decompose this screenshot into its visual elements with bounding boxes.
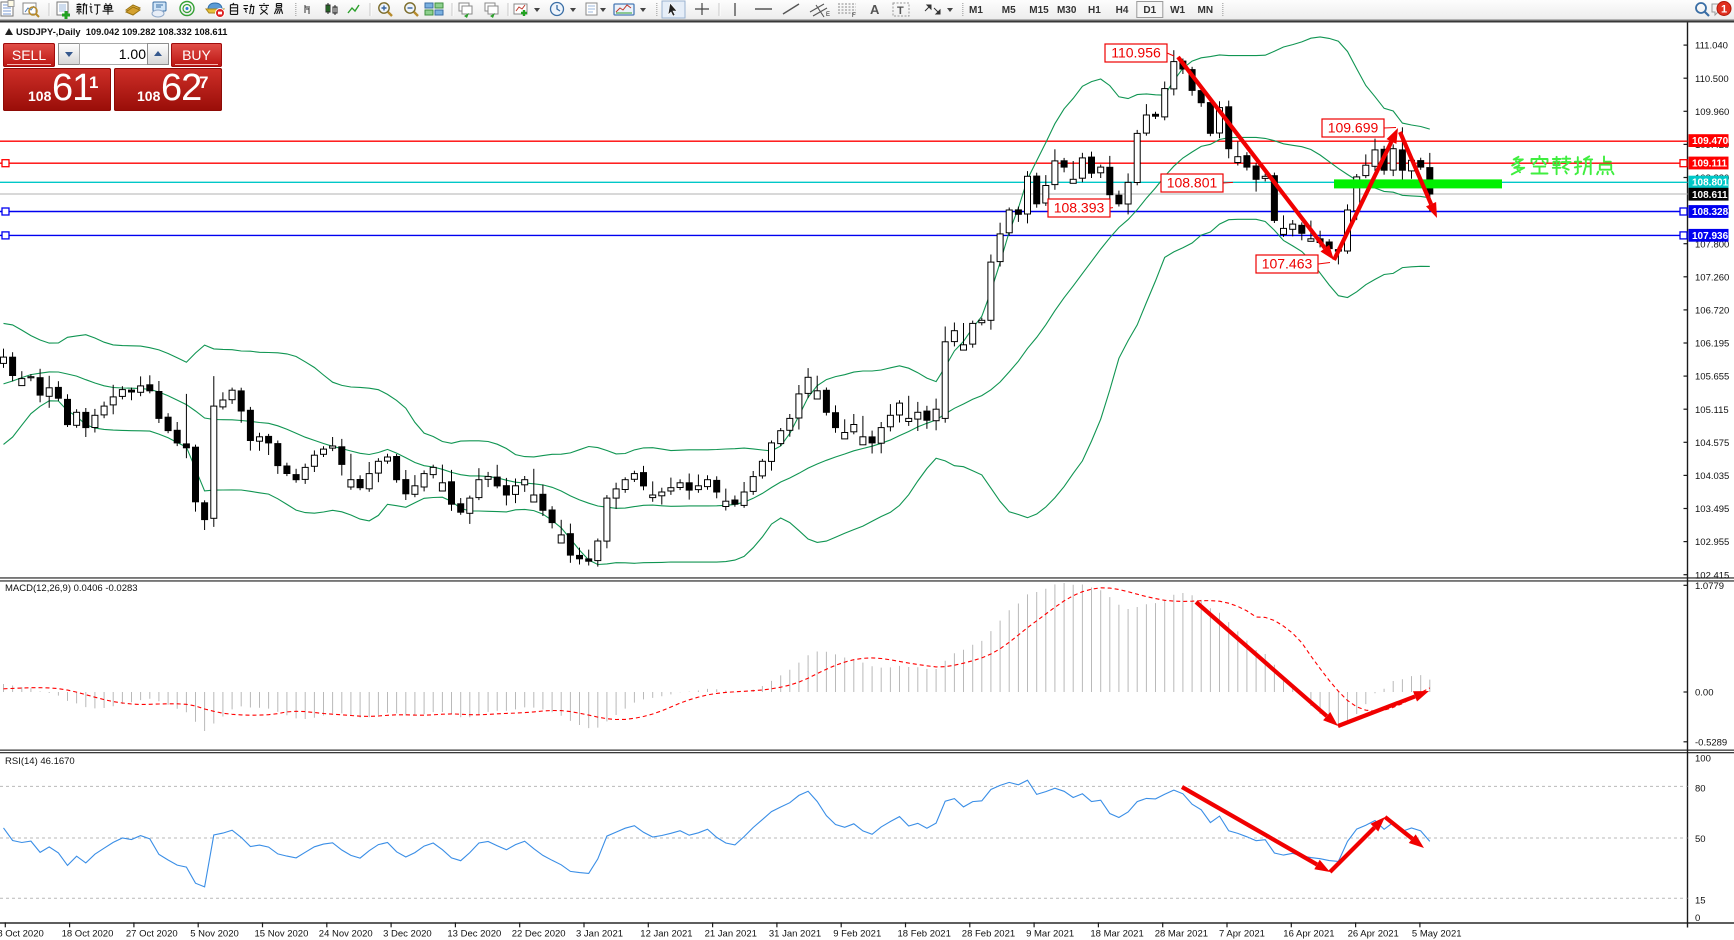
svg-text:28 Mar 2021: 28 Mar 2021 [1155,929,1208,940]
svg-text:22 Dec 2020: 22 Dec 2020 [512,929,566,940]
svg-text:3 Jan 2021: 3 Jan 2021 [576,929,623,940]
svg-text:3 Dec 2020: 3 Dec 2020 [383,929,432,940]
svg-text:100: 100 [1695,754,1711,765]
svg-text:80: 80 [1695,783,1706,794]
svg-text:15: 15 [1695,895,1706,906]
svg-text:109.699: 109.699 [1328,120,1379,136]
svg-text:104.035: 104.035 [1695,471,1729,482]
svg-text:109.960: 109.960 [1695,107,1729,118]
svg-text:5 Nov 2020: 5 Nov 2020 [190,929,239,940]
svg-text:1.0779: 1.0779 [1695,581,1724,592]
svg-text:18 Feb 2021: 18 Feb 2021 [898,929,951,940]
svg-text:107.463: 107.463 [1262,256,1313,272]
svg-text:-0.5289: -0.5289 [1695,737,1727,748]
svg-text:M30: M30 [1057,5,1077,16]
svg-text:13 Dec 2020: 13 Dec 2020 [447,929,501,940]
svg-text:12 Jan 2021: 12 Jan 2021 [640,929,692,940]
svg-text:27 Oct 2020: 27 Oct 2020 [126,929,178,940]
svg-text:31 Jan 2021: 31 Jan 2021 [769,929,821,940]
svg-text:MACD(12,26,9) 0.0406 -0.0283: MACD(12,26,9) 0.0406 -0.0283 [5,583,138,594]
svg-text:MN: MN [1198,5,1214,16]
svg-text:106.720: 106.720 [1695,306,1729,317]
svg-text:5 May 2021: 5 May 2021 [1412,929,1462,940]
svg-text:9 Feb 2021: 9 Feb 2021 [833,929,881,940]
svg-text:M15: M15 [1029,5,1049,16]
svg-text:105.655: 105.655 [1695,372,1729,383]
svg-text:1: 1 [1721,4,1727,16]
svg-text:107.800: 107.800 [1695,239,1729,250]
svg-text:107.260: 107.260 [1695,272,1729,283]
svg-text:D1: D1 [1143,5,1156,16]
svg-text:108.393: 108.393 [1054,200,1105,216]
svg-text:M5: M5 [1002,5,1016,16]
svg-text:0: 0 [1695,913,1700,924]
svg-text:103.495: 103.495 [1695,504,1729,515]
svg-text:A: A [870,2,880,17]
svg-text:105.115: 105.115 [1695,405,1729,416]
svg-text:109.470: 109.470 [1692,136,1729,147]
svg-text:110.500: 110.500 [1695,74,1729,85]
svg-text:9 Mar 2021: 9 Mar 2021 [1026,929,1074,940]
svg-text:110.956: 110.956 [1111,45,1161,61]
svg-text:E: E [826,12,830,18]
svg-text:26 Apr 2021: 26 Apr 2021 [1348,929,1399,940]
svg-text:106.195: 106.195 [1695,339,1729,350]
svg-text:108.801: 108.801 [1692,178,1729,189]
svg-text:W1: W1 [1170,5,1185,16]
svg-text:18 Mar 2021: 18 Mar 2021 [1090,929,1143,940]
svg-text:H4: H4 [1116,5,1129,16]
svg-text:M1: M1 [969,5,983,16]
svg-text:24 Nov 2020: 24 Nov 2020 [319,929,373,940]
svg-text:F: F [852,13,856,19]
svg-text:111.040: 111.040 [1695,41,1728,52]
svg-text:28 Feb 2021: 28 Feb 2021 [962,929,1015,940]
svg-text:0.00: 0.00 [1695,688,1714,699]
svg-text:15 Nov 2020: 15 Nov 2020 [255,929,309,940]
svg-text:RSI(14) 46.1670: RSI(14) 46.1670 [5,756,75,767]
svg-text:T: T [897,5,904,17]
svg-text:21 Jan 2021: 21 Jan 2021 [705,929,757,940]
svg-text:7 Apr 2021: 7 Apr 2021 [1219,929,1265,940]
svg-text:107.936: 107.936 [1692,231,1729,242]
svg-text:18 Oct 2020: 18 Oct 2020 [62,929,114,940]
svg-text:108.801: 108.801 [1167,175,1218,191]
svg-text:108.328: 108.328 [1692,207,1729,218]
svg-text:50: 50 [1695,834,1706,845]
svg-text:H1: H1 [1088,5,1101,16]
svg-text:8 Oct 2020: 8 Oct 2020 [0,929,44,940]
svg-text:104.575: 104.575 [1695,438,1729,449]
svg-text:16 Apr 2021: 16 Apr 2021 [1283,929,1334,940]
svg-text:109.111: 109.111 [1692,159,1727,170]
svg-text:102.955: 102.955 [1695,537,1729,548]
svg-text:102.415: 102.415 [1695,570,1729,581]
svg-text:108.611: 108.611 [1692,190,1728,201]
